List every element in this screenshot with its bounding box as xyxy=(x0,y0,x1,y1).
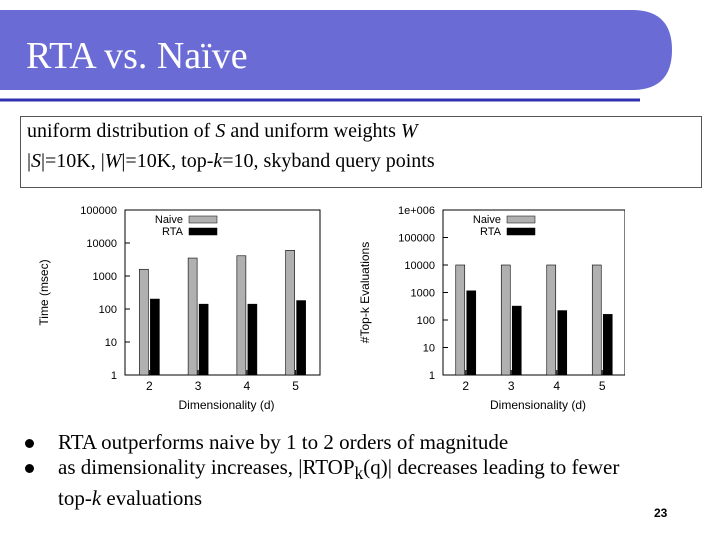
legend-label: RTA xyxy=(480,226,502,238)
settings-line-1: uniform distribution of S and uniform we… xyxy=(27,120,418,143)
y-tick-label: 100000 xyxy=(398,233,435,245)
settings-var-w: W xyxy=(400,120,418,142)
legend-swatch-naive xyxy=(188,215,218,224)
x-tick-label: 4 xyxy=(553,379,560,393)
x-tick-label: 2 xyxy=(146,379,153,393)
bullet-text: (q)| decreases leading to fewer xyxy=(363,455,620,479)
bar-rta xyxy=(557,310,568,376)
bar-naive xyxy=(591,264,602,376)
y-tick-label: 1000 xyxy=(411,288,435,300)
y-tick-label: 10 xyxy=(105,337,117,349)
bullet-dot-icon xyxy=(25,439,34,448)
experiment-settings-box: uniform distribution of S and uniform we… xyxy=(20,116,702,188)
bar-naive xyxy=(139,268,149,376)
x-axis-label: Dimensionality (d) xyxy=(178,398,274,412)
y-tick-label: 100 xyxy=(99,304,117,316)
bullet-text: evaluations xyxy=(101,486,203,511)
y-tick-label: 10000 xyxy=(86,238,117,250)
bullet-dot-icon xyxy=(25,464,34,473)
x-tick-label: 2 xyxy=(462,379,469,393)
bullet-text: top- xyxy=(58,486,92,511)
y-axis-label: #Top-k Evaluations xyxy=(358,242,372,343)
bar-rta xyxy=(466,290,477,376)
y-tick-label: 1 xyxy=(111,370,117,382)
y-tick-label: 1e+006 xyxy=(398,205,435,217)
bar-naive xyxy=(187,257,198,376)
bullet-item: as dimensionality increases, |RTOPk(q)| … xyxy=(20,455,710,511)
bar-naive xyxy=(236,255,247,376)
topk-evaluations-chart-svg: 1 10 100 1000 10000 100000 1e+006 2 3 4 5 Dimension… xyxy=(358,205,626,412)
settings-var-s: S xyxy=(31,150,42,172)
y-tick-label: 10 xyxy=(423,343,435,355)
settings-text: =10, skyband query points xyxy=(222,150,435,172)
y-tick-label: 1 xyxy=(429,370,435,382)
settings-text: uniform distribution of xyxy=(27,120,216,142)
settings-text: |=10K, top- xyxy=(121,150,214,172)
title-banner xyxy=(0,10,672,102)
bar-naive xyxy=(285,250,295,376)
slide-title: RTA vs. Naïve xyxy=(26,35,248,77)
bullet-list: RTA outperforms naive by 1 to 2 orders o… xyxy=(20,430,710,511)
page-number: 23 xyxy=(654,506,668,520)
settings-var-s: S xyxy=(215,120,226,142)
title-banner-shape xyxy=(0,10,672,90)
legend-swatch-naive xyxy=(506,215,536,224)
bar-naive xyxy=(500,264,511,376)
bar-naive xyxy=(455,264,466,376)
y-axis-label: Time (msec) xyxy=(37,259,51,325)
settings-var-w: W xyxy=(104,150,122,172)
y-tick-label: 10000 xyxy=(404,260,435,272)
bar-rta xyxy=(150,298,160,376)
x-tick-label: 3 xyxy=(508,379,515,393)
legend-swatch-rta xyxy=(188,227,218,236)
plot-frame xyxy=(124,209,321,376)
x-axis-label: Dimensionality (d) xyxy=(490,398,586,412)
bar-naive xyxy=(546,264,557,376)
bar-rta xyxy=(247,303,258,376)
subscript-k: k xyxy=(354,463,364,484)
legend-label: RTA xyxy=(162,226,184,238)
bullet-item: RTA outperforms naive by 1 to 2 orders o… xyxy=(20,430,710,455)
y-tick-label: 1000 xyxy=(93,271,117,283)
settings-text: and uniform weights xyxy=(225,120,401,142)
time-chart: 1 10 100 1000 10000 100000 2 3 4 5 Dimensionality … xyxy=(30,195,360,417)
bar-rta xyxy=(198,303,209,376)
settings-var-k: k xyxy=(213,150,223,172)
bar-rta xyxy=(296,300,306,376)
bar-rta xyxy=(511,305,522,376)
y-tick-label: 100000 xyxy=(80,205,117,217)
time-chart-svg: 1 10 100 1000 10000 100000 2 3 4 5 Dimensionality … xyxy=(37,205,321,412)
bar-rta xyxy=(602,314,613,376)
settings-text: | xyxy=(27,150,32,172)
legend-swatch-rta xyxy=(506,227,536,236)
topk-evaluations-chart: 1 10 100 1000 10000 100000 1e+006 2 3 4 5 Dimension… xyxy=(355,195,626,417)
bullet-text: RTA outperforms naive by 1 to 2 orders o… xyxy=(58,430,509,454)
bullet-var-k: k xyxy=(91,486,102,511)
x-tick-label: 4 xyxy=(244,379,251,393)
settings-text: |=10K, | xyxy=(41,150,105,172)
x-tick-label: 5 xyxy=(292,379,299,393)
bullet-text: as dimensionality increases, |RTOP xyxy=(58,455,355,479)
settings-line-2: |S|=10K, |W|=10K, top-k=10, skyband quer… xyxy=(27,150,435,173)
x-tick-label: 3 xyxy=(195,379,202,393)
legend-label: Naive xyxy=(155,214,183,226)
x-tick-label: 5 xyxy=(599,379,606,393)
legend-label: Naive xyxy=(473,214,501,226)
y-tick-label: 100 xyxy=(417,315,435,327)
